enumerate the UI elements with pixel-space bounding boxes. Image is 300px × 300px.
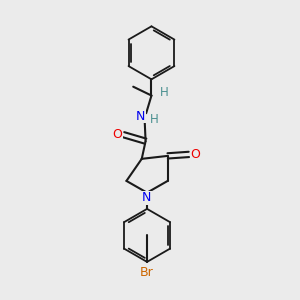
Text: O: O — [190, 148, 200, 161]
Text: O: O — [112, 128, 122, 141]
Text: N: N — [142, 191, 151, 205]
Text: H: H — [160, 86, 168, 99]
Text: H: H — [150, 113, 158, 127]
Text: Br: Br — [140, 266, 154, 279]
Text: N: N — [136, 110, 145, 123]
